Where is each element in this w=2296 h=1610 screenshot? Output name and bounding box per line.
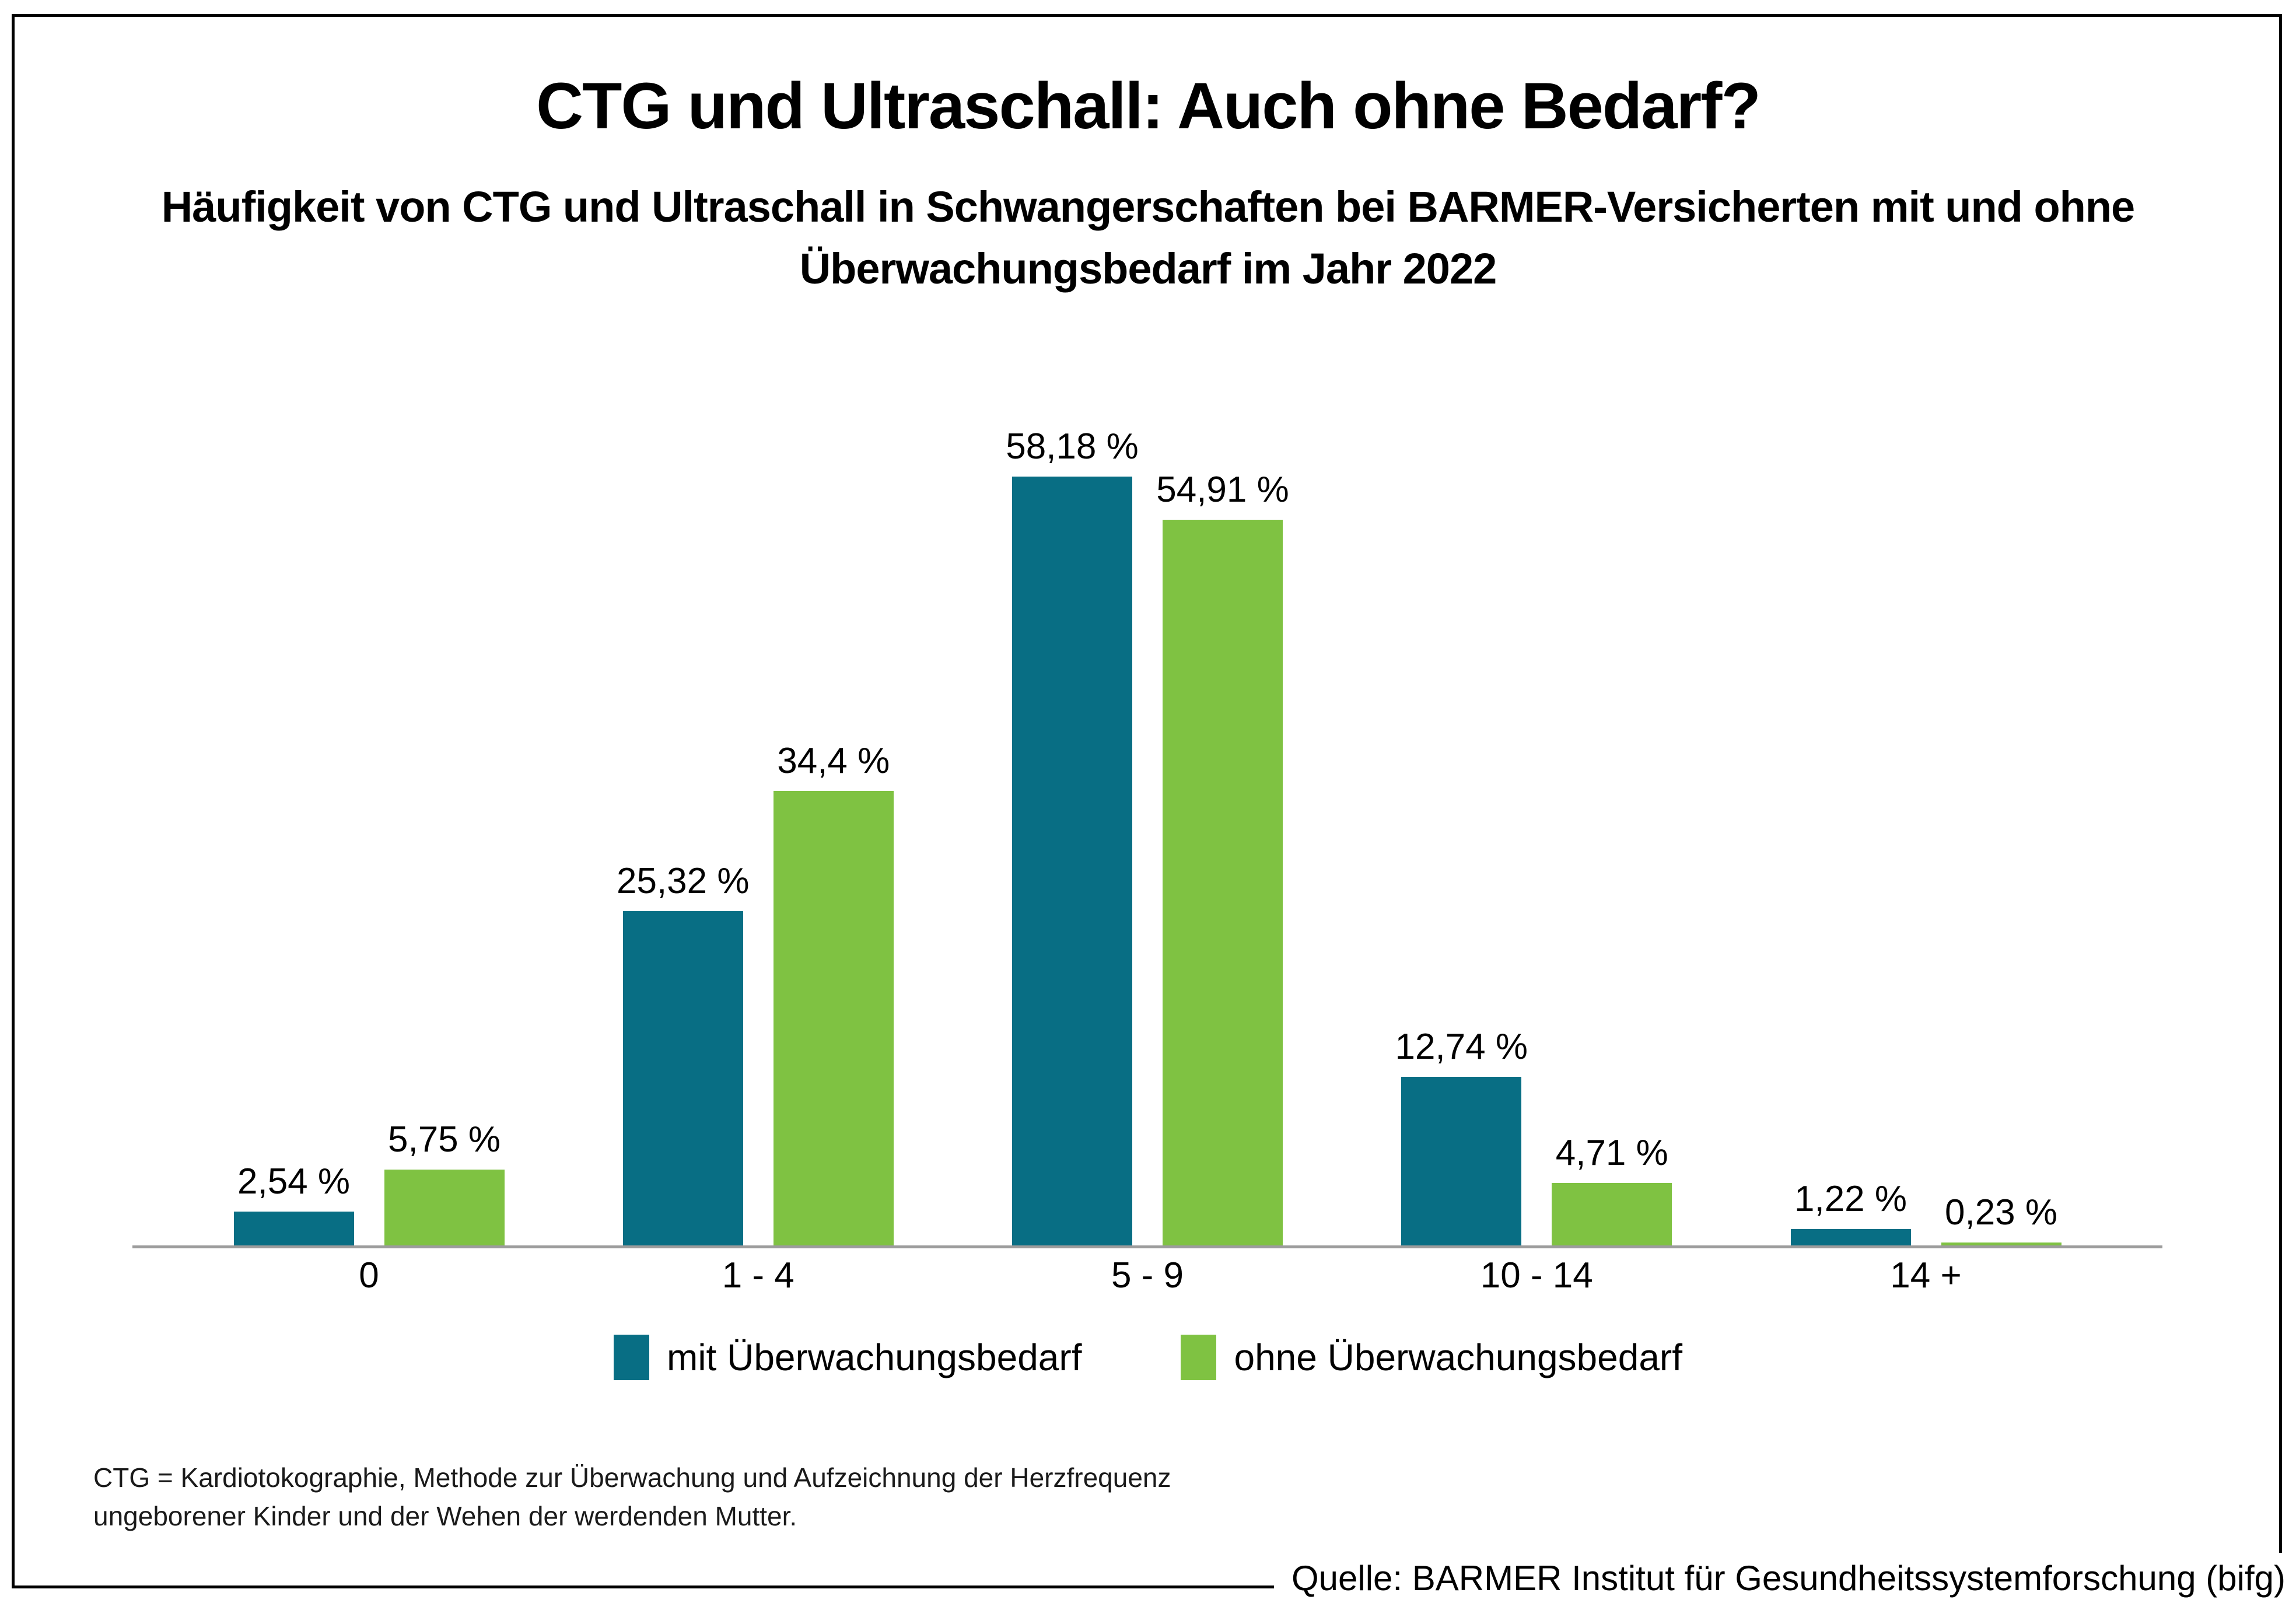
x-axis-line [132,1245,2162,1248]
bar-mit-ueberwachungsbedarf: 58,18 % [1006,428,1139,1245]
legend: mit Überwachungsbedarf ohne Überwachungs… [0,1335,2296,1380]
x-axis-tick-label: 1 - 4 [722,1255,794,1296]
legend-item-mit: mit Überwachungsbedarf [614,1335,1082,1380]
legend-item-ohne: ohne Überwachungsbedarf [1181,1335,1682,1380]
bar-ohne-ueberwachungsbedarf: 4,71 % [1552,1134,1672,1245]
bar-ohne-ueberwachungsbedarf: 34,4 % [773,742,894,1245]
bar-value-label: 25,32 % [616,861,750,901]
bar-mit-ueberwachungsbedarf: 12,74 % [1395,1028,1528,1245]
chart-subtitle-line2: Überwachungsbedarf im Jahr 2022 [799,244,1497,293]
footnote: CTG = Kardiotokographie, Methode zur Übe… [93,1458,1171,1535]
bar-mit-ueberwachungsbedarf: 1,22 % [1790,1180,1911,1245]
bar-value-label: 5,75 % [387,1119,501,1160]
bar-group: 1,22 % 0,23 % [1790,1180,2062,1245]
bar-group: 25,32 % 34,4 % [617,742,894,1245]
bar-group: 12,74 % 4,71 % [1395,1028,1672,1245]
chart-subtitle-line1: Häufigkeit von CTG und Ultraschall in Sc… [161,183,2135,231]
chart-subtitle: Häufigkeit von CTG und Ultraschall in Sc… [0,176,2296,300]
bar-value-label: 1,22 % [1794,1179,1908,1219]
bar-value-label: 34,4 % [777,741,890,781]
x-axis-tick-label: 10 - 14 [1480,1255,1593,1296]
bar-group: 2,54 % 5,75 % [233,1121,505,1245]
bar-ohne-ueberwachungsbedarf: 5,75 % [384,1121,505,1245]
bar-mit-ueberwachungsbedarf: 25,32 % [617,862,750,1245]
legend-label-mit: mit Überwachungsbedarf [667,1336,1082,1378]
bar-value-label: 58,18 % [1006,426,1139,467]
bar-group: 58,18 % 54,91 % [1006,428,1289,1245]
bar-value-label: 2,54 % [237,1161,351,1202]
bar-value-label: 0,23 % [1944,1192,2058,1233]
chart-title: CTG und Ultraschall: Auch ohne Bedarf? [536,69,1761,142]
chart-border-frame [12,14,2282,1588]
bar-mit-ueberwachungsbedarf: 2,54 % [233,1163,354,1245]
footnote-line1: CTG = Kardiotokographie, Methode zur Übe… [93,1462,1171,1493]
bar-value-label: 4,71 % [1555,1133,1668,1173]
footnote-line2: ungeborener Kinder und der Wehen der wer… [93,1501,797,1531]
bar-ohne-ueberwachungsbedarf: 0,23 % [1941,1194,2062,1245]
bar-ohne-ueberwachungsbedarf: 54,91 % [1156,471,1289,1245]
legend-label-ohne: ohne Überwachungsbedarf [1234,1336,1682,1378]
x-axis-tick-label: 5 - 9 [1111,1255,1184,1296]
bar-value-label: 54,91 % [1156,470,1289,510]
source-credit: Quelle: BARMER Institut für Gesundheitss… [1273,1553,2288,1610]
legend-color-swatch-ohne [1181,1335,1217,1380]
legend-color-swatch-mit [614,1335,649,1380]
bar-value-label: 12,74 % [1395,1027,1528,1067]
x-axis-tick-label: 14 + [1890,1255,1962,1296]
x-axis-tick-label: 0 [359,1255,379,1296]
